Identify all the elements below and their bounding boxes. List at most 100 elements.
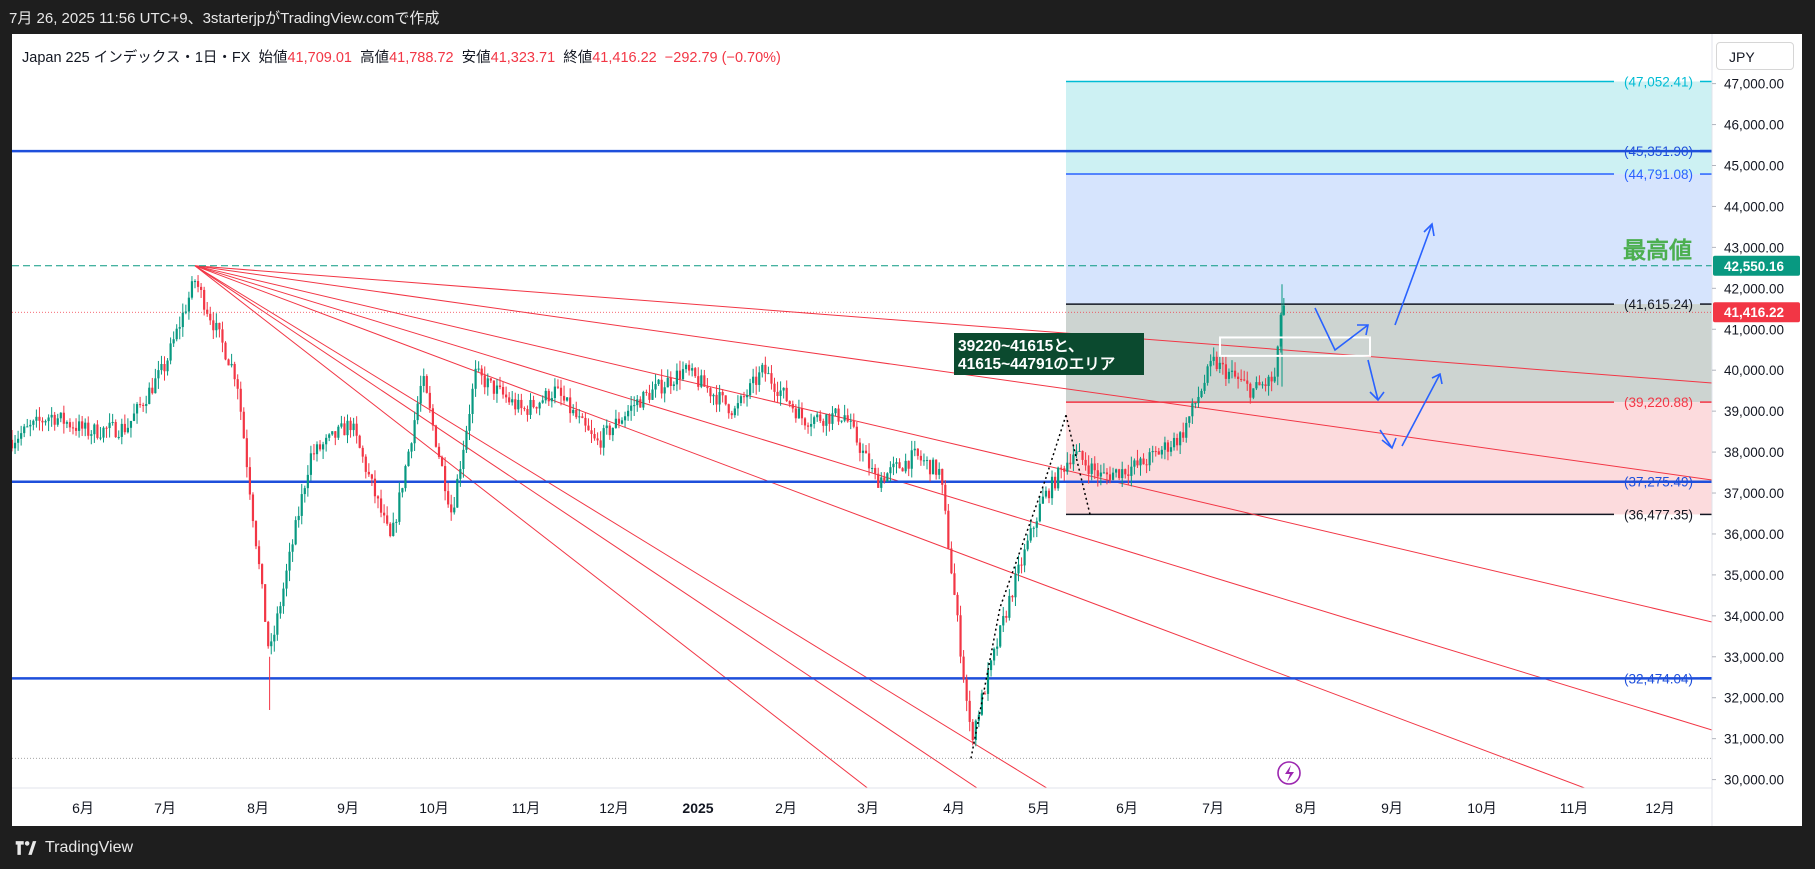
candle-body	[254, 521, 258, 547]
x-tick-label: 8月	[1295, 800, 1317, 816]
y-tick-label: 40,000.00	[1724, 363, 1784, 378]
candle-body	[29, 424, 32, 427]
candle-body	[922, 460, 926, 462]
x-tick-label: 2月	[775, 800, 797, 816]
candle-body	[282, 588, 285, 607]
candle-body	[602, 428, 605, 448]
candle-body	[993, 648, 996, 661]
candle-body	[431, 408, 434, 426]
candle-body	[1066, 462, 1069, 472]
tradingview-brand[interactable]: TradingView	[13, 839, 133, 857]
fib-zones	[1066, 80, 1712, 516]
candle-body	[691, 368, 694, 371]
candle-body	[1261, 384, 1264, 386]
candle-body	[65, 422, 68, 424]
candle-body	[614, 418, 617, 428]
candle-body	[379, 498, 383, 513]
arrow-head	[1423, 222, 1435, 237]
currency-button[interactable]: JPY	[1716, 42, 1794, 70]
x-tick-label: 12月	[599, 800, 629, 816]
candle-body	[447, 491, 450, 505]
forecast-arrow	[1394, 223, 1433, 326]
candle-body	[1267, 376, 1270, 387]
candle-body	[541, 400, 544, 403]
candle-body	[517, 399, 520, 410]
candle-body	[947, 510, 950, 549]
candle-body	[267, 621, 270, 647]
candle-body	[1209, 360, 1212, 367]
candle-body	[483, 375, 486, 388]
candle-body	[99, 437, 102, 439]
candle-body	[1133, 460, 1136, 467]
x-tick-label: 11月	[1560, 800, 1589, 816]
candle-body	[1160, 449, 1163, 455]
fib-zone-2	[1066, 174, 1712, 305]
x-tick-label: 8月	[247, 800, 269, 816]
candle-body	[184, 311, 187, 313]
candle-body	[437, 446, 441, 457]
candle-body	[489, 378, 492, 381]
candle-body	[1096, 470, 1099, 477]
candle-body	[1176, 437, 1179, 446]
candle-body	[1032, 527, 1035, 529]
candle-body	[1249, 383, 1252, 398]
candle-body	[102, 427, 105, 438]
candle-body	[450, 504, 453, 513]
candle-body	[770, 373, 773, 384]
candle-body	[932, 459, 935, 475]
symbol-label[interactable]: Japan 225 インデックス・1日・FX	[22, 50, 251, 66]
candle-body	[306, 474, 309, 489]
candle-body	[1035, 521, 1038, 528]
x-tick-label: 10月	[1467, 800, 1497, 816]
x-tick-label: 6月	[1116, 800, 1138, 816]
candle-body	[285, 570, 288, 589]
candle-body	[1191, 403, 1194, 417]
candle-body	[288, 551, 291, 571]
candle-body	[1276, 346, 1279, 377]
candle-body	[877, 473, 880, 488]
candle-body	[367, 471, 370, 475]
fib-level-label: (47,052.41)	[1624, 74, 1693, 89]
y-tick-label: 35,000.00	[1724, 568, 1784, 583]
candle-body	[1118, 469, 1121, 479]
candle-body	[883, 477, 886, 482]
candle-body	[581, 416, 584, 418]
candle-body	[126, 427, 129, 433]
candle-body	[1121, 469, 1124, 479]
y-tick-label: 33,000.00	[1724, 650, 1784, 665]
candle-body	[678, 370, 682, 380]
candle-body	[562, 395, 566, 401]
candle-body	[325, 437, 328, 445]
lightning-icon[interactable]	[1277, 761, 1301, 785]
candle-body	[648, 392, 651, 400]
candle-body	[233, 363, 236, 380]
candle-body	[297, 515, 300, 521]
candle-body	[151, 387, 154, 394]
candle-body	[1090, 463, 1093, 474]
candle-body	[910, 450, 913, 469]
candle-body	[196, 281, 200, 287]
horizontal-level-label: (37,275.49)	[1624, 475, 1693, 490]
candle-body	[1148, 452, 1151, 466]
candle-body	[291, 544, 294, 552]
candle-body	[392, 522, 395, 537]
candle-body	[1005, 615, 1008, 618]
candle-body	[428, 392, 431, 409]
candle-body	[553, 386, 556, 399]
candle-body	[523, 408, 526, 410]
candle-body	[715, 394, 718, 405]
candle-body	[684, 364, 688, 370]
price-tag-label: 42,550.16	[1724, 259, 1785, 274]
candle-body	[416, 403, 419, 421]
candle-body	[20, 433, 23, 439]
candle-body	[1264, 384, 1267, 387]
candle-body	[660, 379, 663, 394]
x-tick-label: 7月	[1202, 800, 1224, 816]
candle-body	[38, 416, 41, 421]
candle-body	[401, 488, 404, 493]
candle-body	[724, 395, 727, 405]
candle-body	[395, 521, 398, 523]
y-tick-label: 42,000.00	[1724, 281, 1784, 296]
fib-level-label: (44,791.08)	[1624, 167, 1693, 182]
